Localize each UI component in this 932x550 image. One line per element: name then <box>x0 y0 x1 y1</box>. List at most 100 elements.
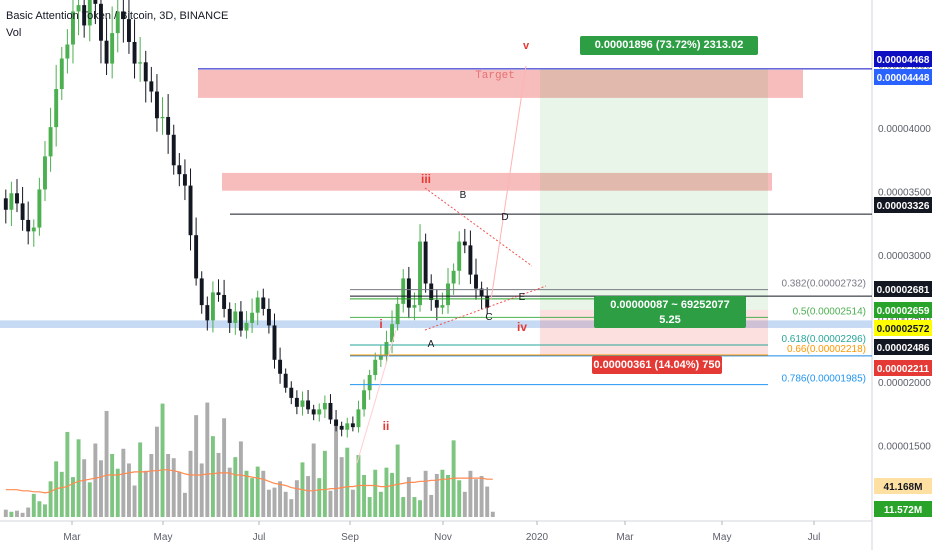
volume-bar <box>154 426 159 517</box>
zone-label: Target <box>475 70 515 82</box>
volume-bar <box>238 441 243 517</box>
candle-body <box>289 387 294 398</box>
candle-body <box>59 58 64 90</box>
volume-bar <box>99 460 103 517</box>
x-tick-label: Mar <box>63 532 81 543</box>
candle-body <box>104 40 109 64</box>
candle-body <box>3 198 8 210</box>
zone-rect <box>222 172 772 191</box>
candle-body <box>177 165 182 175</box>
price-tag-box <box>874 501 932 517</box>
x-tick-label: Sep <box>341 532 359 543</box>
volume-bar <box>26 507 31 517</box>
volume-bar <box>429 494 434 517</box>
volume-label: Vol <box>6 27 22 39</box>
volume-bar <box>104 410 109 517</box>
volume-bar <box>317 478 322 517</box>
candle-body <box>166 116 171 135</box>
candle-body <box>429 283 434 301</box>
volume-bar <box>149 454 154 517</box>
volume-bar <box>328 490 333 517</box>
volume-bar <box>373 469 378 517</box>
volume-bar <box>216 452 221 517</box>
volume-bar <box>440 469 445 517</box>
volume-bar <box>418 500 422 517</box>
candle-body <box>82 5 87 26</box>
candle-body <box>390 324 394 342</box>
candle-body <box>238 311 243 331</box>
volume-bar <box>171 458 176 517</box>
candle-body <box>199 278 204 306</box>
candle-body <box>194 235 199 279</box>
volume-bar <box>457 480 462 517</box>
price-tag-text: 41.168M <box>884 482 923 493</box>
volume-bar <box>31 493 36 517</box>
candle-body <box>87 0 92 26</box>
volume-bar <box>412 497 417 517</box>
volume-bar <box>115 468 120 517</box>
candle-body <box>306 400 311 410</box>
x-tick-label: Mar <box>616 532 634 543</box>
candle-body <box>255 297 260 313</box>
candle-body <box>188 185 193 236</box>
candle-body <box>378 354 383 360</box>
y-tick-label: 0.00001500 <box>878 442 931 453</box>
candle-body <box>65 44 70 59</box>
candle-body <box>132 41 137 64</box>
fib-label: 0.786(0.00001985) <box>781 374 866 385</box>
position-center-label-text: 0.00000087 ~ 69252077 <box>610 299 730 311</box>
price-tag-text: 0.00004448 <box>877 73 930 84</box>
candle-body <box>434 300 439 308</box>
y-tick-label: 0.00002000 <box>878 378 931 389</box>
candle-body <box>300 400 305 407</box>
volume-bar <box>362 475 367 517</box>
candle-body <box>317 409 322 415</box>
volume-bar <box>255 466 260 517</box>
candle-body <box>126 19 131 42</box>
zone-rect <box>198 69 803 98</box>
candle-body <box>121 11 126 20</box>
candle-body <box>9 193 14 210</box>
position-center-label-text: 5.25 <box>659 314 680 326</box>
candle-body <box>216 292 221 295</box>
candle-body <box>373 359 378 376</box>
fib-label: 0.5(0.00002514) <box>793 306 866 317</box>
volume-bar <box>367 497 372 517</box>
candle-body <box>48 127 53 157</box>
candle-body <box>244 322 249 331</box>
candle-body <box>479 288 484 297</box>
position-loss-label-box <box>592 356 722 374</box>
candle-body <box>20 203 25 220</box>
volume-bar <box>261 470 266 517</box>
candle-body <box>210 292 215 321</box>
volume-bar <box>126 463 131 517</box>
price-tag-text: 0.00002572 <box>877 324 930 335</box>
y-tick-label: 0.00004000 <box>878 124 931 135</box>
volume-bar <box>479 476 484 517</box>
wave-label: E <box>519 292 526 303</box>
candle-body <box>345 423 350 430</box>
x-tick-label: Jul <box>253 532 266 543</box>
candle-body <box>149 81 154 92</box>
x-tick-label: Nov <box>434 532 452 543</box>
volume-bar <box>132 485 137 517</box>
volume-bar <box>334 420 339 517</box>
volume-bar <box>20 512 25 517</box>
candle-body <box>294 397 299 407</box>
candle-body <box>406 278 411 308</box>
volume-bar <box>3 509 8 517</box>
candle-body <box>182 174 187 186</box>
volume-bar <box>378 491 383 517</box>
candle-body <box>261 297 266 309</box>
wave-label: iv <box>517 320 527 334</box>
wave-label: B <box>460 190 467 201</box>
volume-bar <box>59 471 64 517</box>
chart-title: Basic Attention Token / Bitcoin, 3D, BIN… <box>6 10 229 22</box>
x-tick-label: May <box>154 532 173 543</box>
volume-bar <box>250 478 255 517</box>
zone-rect <box>0 320 872 328</box>
candle-body <box>362 390 367 410</box>
candle-body <box>384 341 389 355</box>
candle-body <box>205 305 210 321</box>
price-tag-box <box>874 197 932 213</box>
